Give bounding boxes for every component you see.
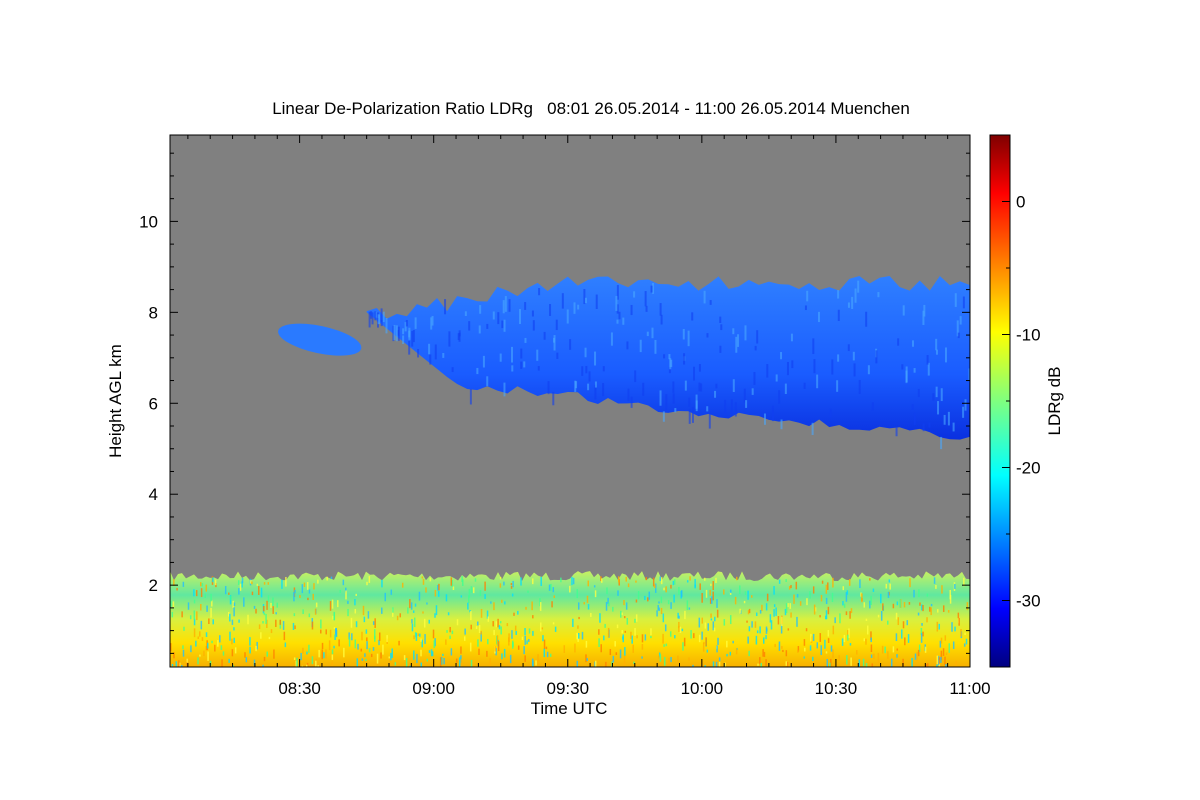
y-tick-label: 8	[149, 303, 158, 322]
region-cirrus-cloud	[366, 275, 970, 450]
colorbar-tick-label: -10	[1016, 326, 1041, 345]
x-tick-label: 08:30	[278, 679, 321, 698]
region-boundary-layer-aerosol	[170, 571, 970, 667]
plot-frame	[169, 134, 971, 668]
y-tick-label: 10	[139, 212, 158, 231]
y-tick-label: 6	[149, 394, 158, 413]
x-tick-label: 09:00	[412, 679, 455, 698]
chart-title: Linear De-Polarization Ratio LDRg 08:01 …	[272, 99, 910, 118]
colorbar-tick-label: 0	[1016, 193, 1025, 212]
x-tick-label: 10:30	[815, 679, 858, 698]
y-axis-title: Height AGL km	[106, 344, 125, 458]
y-axis: 2 4 6 8 10	[139, 152, 970, 654]
colorbar-tick-label: -30	[1016, 592, 1041, 611]
y-tick-label: 4	[149, 485, 158, 504]
colorbar-ticks: 0 -10 -20 -30	[1002, 193, 1041, 611]
colorbar-tick-label: -20	[1016, 459, 1041, 478]
x-tick-label: 10:00	[681, 679, 724, 698]
colorbar-title: LDRg dB	[1045, 367, 1064, 436]
heatmap-layer	[170, 275, 970, 667]
x-axis: 08:30 09:00 09:30 10:00 10:30 11:00	[187, 135, 991, 698]
x-tick-label: 11:00	[949, 679, 990, 698]
region-isolated-cloud-patch	[278, 323, 362, 356]
x-axis-title: Time UTC	[531, 699, 608, 718]
x-tick-label: 09:30	[546, 679, 589, 698]
y-tick-label: 2	[149, 576, 158, 595]
